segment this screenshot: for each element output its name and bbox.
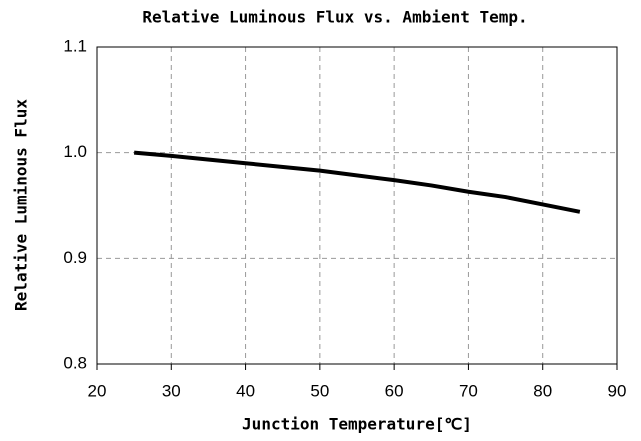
x-tick-label: 60 xyxy=(385,381,404,400)
x-tick-label: 20 xyxy=(88,381,107,400)
x-tick-label: 70 xyxy=(459,381,478,400)
y-tick-label: 0.8 xyxy=(63,353,87,372)
x-tick-label: 50 xyxy=(310,381,329,400)
x-tick-label: 80 xyxy=(533,381,552,400)
x-tick-label: 40 xyxy=(236,381,255,400)
y-tick-label: 1.0 xyxy=(63,142,87,161)
x-axis-label: Junction Temperature[℃] xyxy=(242,415,472,434)
plot-frame xyxy=(96,46,618,365)
chart-title: Relative Luminous Flux vs. Ambient Temp. xyxy=(142,8,527,27)
y-tick-label: 0.9 xyxy=(63,248,87,267)
data-line xyxy=(133,150,581,214)
y-tick-label: 1.1 xyxy=(63,36,87,55)
x-tick-label: 30 xyxy=(162,381,181,400)
x-tick-label: 90 xyxy=(608,381,627,400)
y-axis-label: Relative Luminous Flux xyxy=(12,99,31,311)
